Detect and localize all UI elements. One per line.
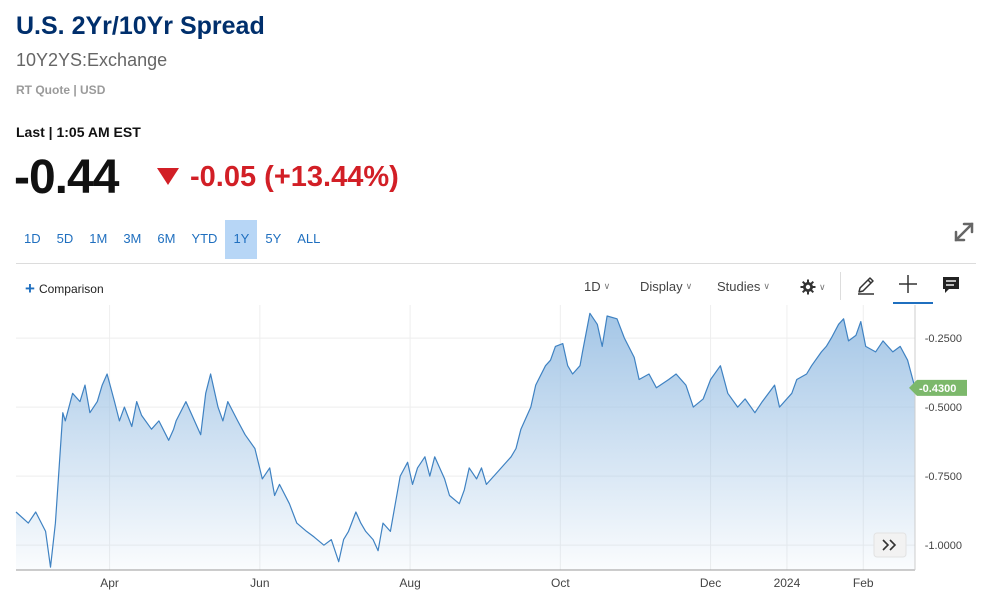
x-axis-labels: Apr Jun Aug Oct Dec 2024 Feb bbox=[100, 576, 874, 590]
area-fill bbox=[16, 313, 915, 570]
studies-label: Studies bbox=[717, 279, 761, 294]
symbol-label: 10Y2YS:Exchange bbox=[16, 50, 168, 70]
page-title: U.S. 2Yr/10Yr Spread bbox=[16, 12, 265, 40]
active-tool-indicator bbox=[893, 302, 933, 304]
display-dropdown[interactable]: Display ∨ bbox=[640, 279, 692, 294]
y-tick-label: -0.2500 bbox=[925, 333, 962, 345]
price-change: -0.05 (+13.44%) bbox=[190, 161, 399, 193]
range-6m[interactable]: 6M bbox=[157, 231, 176, 246]
x-tick-label: Aug bbox=[399, 576, 420, 590]
comment-icon[interactable] bbox=[941, 275, 961, 295]
range-3m[interactable]: 3M bbox=[123, 231, 142, 246]
x-tick-label: Feb bbox=[853, 576, 874, 590]
comparison-label: Comparison bbox=[38, 282, 104, 296]
x-tick-label: Dec bbox=[700, 576, 721, 590]
y-tick-label: -0.5000 bbox=[925, 402, 962, 414]
y-axis-labels: -0.2500 -0.5000 -0.7500 -1.0000 bbox=[925, 333, 962, 552]
last-time-label: Last | 1:05 AM EST bbox=[16, 124, 141, 140]
last-value-label: -0.4300 bbox=[919, 383, 956, 395]
chevron-down-icon: ∨ bbox=[685, 281, 693, 291]
last-price: -0.44 bbox=[14, 151, 119, 204]
range-ytd[interactable]: YTD bbox=[191, 231, 218, 246]
interval-dropdown[interactable]: 1D ∨ bbox=[584, 279, 610, 294]
scroll-right-button[interactable] bbox=[873, 532, 907, 558]
x-tick-label: Oct bbox=[551, 576, 570, 590]
display-label: Display bbox=[640, 279, 683, 294]
settings-dropdown[interactable]: ∨ bbox=[800, 279, 826, 295]
y-tick-label: -1.0000 bbox=[925, 540, 962, 552]
interval-label: 1D bbox=[584, 279, 601, 294]
range-5y[interactable]: 5Y bbox=[265, 231, 282, 246]
x-tick-label: 2024 bbox=[774, 576, 801, 590]
plus-icon: + bbox=[25, 279, 35, 298]
range-selector: 1D 5D 1M 3M 6M YTD 1Y 5Y ALL bbox=[16, 220, 328, 259]
toolbar-separator bbox=[840, 272, 841, 300]
series-line bbox=[15, 312, 916, 568]
range-5d[interactable]: 5D bbox=[56, 231, 74, 246]
range-all[interactable]: ALL bbox=[297, 231, 321, 246]
range-1d[interactable]: 1D bbox=[24, 231, 41, 246]
chevron-down-icon: ∨ bbox=[763, 281, 770, 291]
y-tick-label: -0.7500 bbox=[925, 471, 962, 483]
crosshair-icon[interactable] bbox=[897, 273, 919, 295]
pencil-icon[interactable] bbox=[855, 274, 877, 296]
spread-chart[interactable]: Apr Jun Aug Oct Dec 2024 Feb -0.2500-0.5000-0.… bbox=[0, 305, 985, 600]
comparison-button[interactable]: + Comparison bbox=[25, 279, 104, 298]
x-tick-label: Apr bbox=[100, 576, 119, 590]
expand-icon[interactable] bbox=[950, 218, 978, 246]
down-arrow-icon bbox=[157, 168, 179, 185]
toolbar-divider bbox=[16, 263, 976, 264]
chevron-down-icon: ∨ bbox=[603, 281, 611, 291]
last-value-tag: -0.4300 bbox=[909, 379, 967, 396]
gear-icon bbox=[800, 279, 816, 295]
quote-type-label: RT Quote | USD bbox=[16, 83, 106, 97]
range-1m[interactable]: 1M bbox=[89, 231, 108, 246]
studies-dropdown[interactable]: Studies ∨ bbox=[717, 279, 770, 294]
double-chevron-right-icon bbox=[882, 539, 897, 551]
x-tick-label: Jun bbox=[250, 576, 269, 590]
range-1y[interactable]: 1Y bbox=[225, 220, 258, 259]
chevron-down-icon: ∨ bbox=[819, 281, 826, 292]
